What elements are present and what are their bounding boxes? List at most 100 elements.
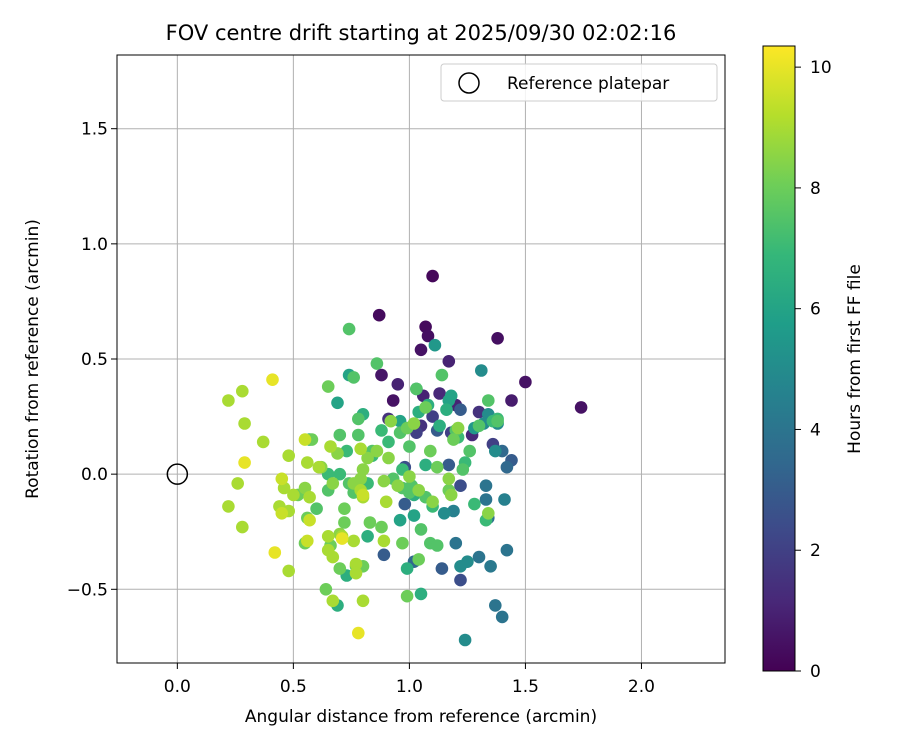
data-point xyxy=(435,368,449,382)
data-point xyxy=(326,594,340,608)
data-point xyxy=(451,421,465,435)
data-point xyxy=(484,560,497,573)
chart-title: FOV centre drift starting at 2025/09/30 … xyxy=(166,21,677,45)
data-point xyxy=(356,463,370,476)
data-point xyxy=(347,534,361,548)
data-point xyxy=(379,495,393,509)
data-point xyxy=(333,562,347,575)
data-point xyxy=(407,417,421,430)
x-tick-label: 0.5 xyxy=(280,677,307,697)
data-point xyxy=(268,546,282,559)
data-point xyxy=(321,380,335,393)
data-point xyxy=(491,414,504,428)
data-point xyxy=(479,493,493,506)
data-point xyxy=(370,444,384,458)
colorbar-ticks: 0 2 4 6 8 10 xyxy=(795,58,832,682)
data-point xyxy=(424,444,437,458)
data-point xyxy=(482,394,495,407)
data-point xyxy=(310,502,323,515)
y-tick-label: 0.5 xyxy=(81,350,108,370)
data-point xyxy=(419,401,432,414)
data-point xyxy=(454,573,467,587)
data-point xyxy=(312,460,326,474)
data-point xyxy=(321,530,335,543)
data-point xyxy=(377,474,391,488)
data-point xyxy=(349,557,363,571)
data-point xyxy=(298,433,312,446)
data-point xyxy=(442,355,456,368)
data-point xyxy=(352,626,365,640)
data-point xyxy=(400,589,414,603)
data-point xyxy=(463,444,477,458)
colorbar: 0 2 4 6 8 10 Hours from first FF file xyxy=(762,45,865,682)
legend-entry-label: Reference platepar xyxy=(507,74,669,94)
data-point xyxy=(440,403,453,417)
data-point xyxy=(495,610,509,624)
legend-marker-icon xyxy=(458,72,480,94)
data-point xyxy=(282,449,296,463)
data-point xyxy=(377,548,391,562)
data-point xyxy=(454,560,467,573)
data-point xyxy=(442,472,456,486)
data-point xyxy=(370,357,384,370)
data-point xyxy=(361,451,374,465)
data-point xyxy=(519,375,532,389)
data-point xyxy=(428,338,442,352)
data-point xyxy=(433,419,446,433)
data-point xyxy=(391,378,405,391)
data-point xyxy=(301,534,314,548)
data-point xyxy=(475,364,488,377)
data-point xyxy=(437,507,451,520)
data-point xyxy=(338,502,351,515)
data-point xyxy=(407,509,421,522)
data-point xyxy=(356,488,370,502)
data-point xyxy=(400,562,414,575)
data-point xyxy=(419,458,432,472)
data-point xyxy=(372,308,386,322)
data-point xyxy=(338,516,351,529)
data-point xyxy=(430,539,444,552)
y-tick-label: −0.5 xyxy=(67,580,108,600)
data-point xyxy=(375,424,388,437)
colorbar-tick-label: 2 xyxy=(810,541,821,561)
data-point xyxy=(391,479,405,493)
data-point xyxy=(393,513,407,527)
data-point xyxy=(414,523,428,536)
y-tick-label: 0.0 xyxy=(81,465,108,485)
data-point xyxy=(382,435,395,449)
data-point xyxy=(489,599,502,612)
data-point xyxy=(500,543,514,557)
data-point xyxy=(238,417,251,430)
legend: Reference platepar xyxy=(440,63,718,102)
data-point xyxy=(349,566,363,580)
data-point xyxy=(386,394,400,407)
data-point xyxy=(335,532,349,545)
reference-platepar-point xyxy=(166,463,189,485)
colorbar-tick-label: 4 xyxy=(810,420,821,440)
grid-lines xyxy=(117,55,725,663)
data-point xyxy=(352,428,365,442)
data-point xyxy=(303,490,316,504)
data-point xyxy=(275,507,289,520)
data-point xyxy=(435,562,449,575)
data-point xyxy=(454,403,467,417)
data-point xyxy=(458,633,472,647)
x-axis-ticks: 0.0 0.5 1.0 1.5 2.0 xyxy=(164,663,655,697)
data-point xyxy=(331,396,344,410)
data-point xyxy=(403,440,416,453)
data-point xyxy=(363,516,377,529)
data-point xyxy=(319,583,333,596)
data-point xyxy=(375,520,388,534)
data-point xyxy=(354,442,368,456)
data-point xyxy=(410,382,423,396)
data-point xyxy=(491,332,504,345)
data-point xyxy=(505,394,518,407)
data-point xyxy=(449,536,463,550)
data-point xyxy=(472,550,486,564)
data-point xyxy=(238,456,251,469)
x-axis-label: Angular distance from reference (arcmin) xyxy=(245,707,597,727)
data-point xyxy=(479,479,493,493)
legend-box xyxy=(440,63,718,102)
data-point xyxy=(426,410,439,423)
